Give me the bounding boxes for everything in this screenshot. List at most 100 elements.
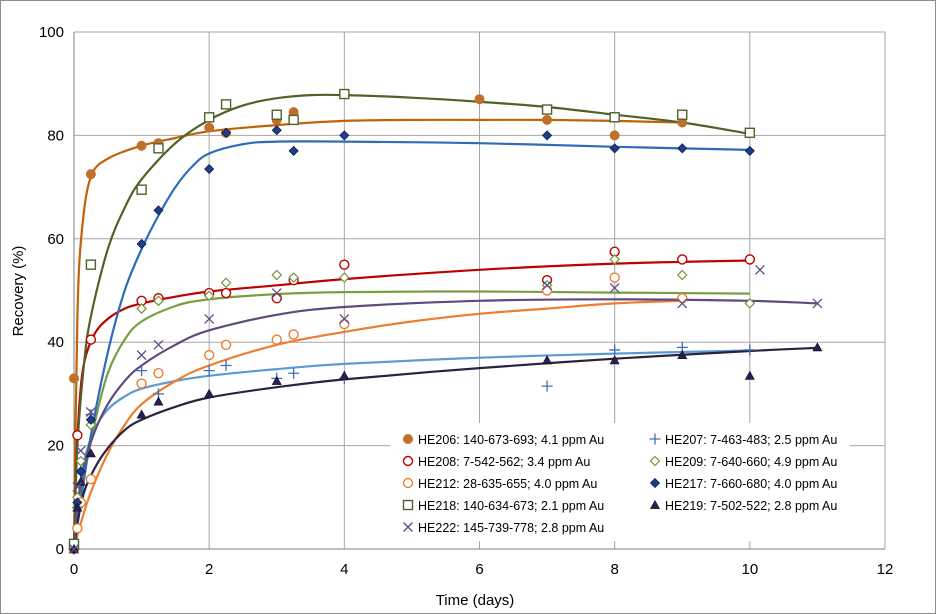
- data-point-he209: [203, 290, 215, 302]
- data-point-he209: [136, 303, 147, 314]
- y-tick-label: 40: [47, 334, 64, 351]
- data-point-he219: [153, 396, 164, 406]
- y-tick-label: 20: [47, 438, 64, 455]
- legend-box: [390, 423, 850, 541]
- data-point-he218: [220, 99, 232, 110]
- x-axis-ticks: 0 2 4 6 8 10 12: [70, 561, 894, 578]
- data-point-he209: [288, 272, 299, 283]
- data-point-he218: [271, 109, 282, 120]
- data-point-he219: [609, 355, 620, 365]
- data-point-he207: [203, 365, 215, 377]
- legend: HE206: 140-673-693; 4.1 ppm Au HE207: 7-4…: [390, 423, 850, 541]
- legend-label-he207: HE207: 7-463-483; 2.5 ppm Au: [665, 433, 837, 447]
- data-point-he206: [204, 122, 215, 133]
- data-point-he219: [542, 355, 553, 365]
- legend-marker-he217: [649, 477, 661, 489]
- data-point-he218: [541, 104, 553, 115]
- legend-label-he212: HE212: 28-635-655; 4.0 ppm Au: [418, 477, 597, 491]
- x-tick-label: 4: [340, 561, 348, 578]
- data-point-he219: [677, 350, 688, 360]
- data-point-he222: [69, 544, 79, 554]
- data-point-he212: [541, 285, 553, 296]
- y-axis-ticks: 0 20 40 60 80 100: [39, 24, 64, 558]
- data-point-he217: [220, 127, 232, 138]
- x-tick-label: 10: [741, 561, 758, 578]
- data-point-he206: [609, 130, 620, 141]
- data-point-he206: [69, 373, 79, 384]
- data-point-he219: [204, 388, 215, 398]
- x-axis-title: Time (days): [436, 592, 515, 609]
- data-point-he217: [153, 205, 164, 216]
- y-tick-label: 60: [47, 231, 64, 248]
- fit-curve-he207: [72, 349, 750, 550]
- data-point-he222: [339, 313, 350, 324]
- y-tick-label: 100: [39, 24, 64, 41]
- data-point-he222: [542, 280, 553, 291]
- data-point-he218: [744, 127, 756, 139]
- data-point-he219: [339, 370, 350, 380]
- data-point-he207: [288, 367, 300, 379]
- data-point-he222: [85, 407, 96, 417]
- data-point-he222: [812, 298, 823, 309]
- data-point-he209: [609, 254, 621, 265]
- data-point-he206: [85, 169, 96, 180]
- data-point-he218: [85, 259, 97, 270]
- y-axis-title: Recovery (%): [10, 246, 27, 337]
- legend-marker-he219: [649, 499, 661, 509]
- data-point-he207: [744, 344, 756, 356]
- data-point-he209: [75, 455, 87, 467]
- data-point-he209: [271, 269, 283, 281]
- data-point-he208: [744, 254, 756, 265]
- legend-label-he209: HE209: 7-640-660; 4.9 ppm Au: [665, 455, 837, 469]
- fit-curve-he212: [72, 299, 683, 550]
- data-point-he212: [677, 293, 688, 304]
- data-point-he212: [288, 329, 299, 340]
- data-point-he212: [72, 523, 83, 534]
- legend-label-he218: HE218: 140-634-673; 2.1 ppm Au: [418, 499, 604, 513]
- data-point-he217: [85, 414, 96, 425]
- data-point-he222: [136, 350, 147, 361]
- legend-marker-he212: [402, 477, 414, 489]
- data-point-he209: [85, 419, 97, 431]
- axes: 0 2 4 6 8 10 12 0 20 40 60 80 100: [39, 24, 893, 578]
- data-point-he212: [136, 378, 147, 389]
- x-tick-label: 2: [205, 561, 213, 578]
- data-point-he212: [220, 339, 232, 350]
- data-point-he217: [271, 125, 282, 136]
- data-point-he219: [744, 370, 755, 380]
- data-point-he208: [220, 287, 232, 299]
- data-point-he212: [609, 272, 620, 283]
- data-point-he209: [338, 272, 350, 283]
- data-point-he222: [72, 482, 83, 492]
- data-point-he218: [203, 112, 215, 123]
- fit-curve-he217: [72, 140, 750, 550]
- data-point-he212: [271, 334, 282, 345]
- x-tick-label: 6: [475, 561, 483, 578]
- data-point-he218: [677, 109, 688, 120]
- y-tick-label: 0: [56, 541, 64, 558]
- data-point-he206: [542, 114, 553, 125]
- data-point-he218: [153, 143, 164, 154]
- data-point-he209: [153, 295, 164, 307]
- data-markers: [68, 88, 823, 555]
- data-point-he207: [541, 380, 553, 392]
- data-point-he209: [220, 277, 232, 289]
- x-tick-label: 0: [70, 561, 78, 578]
- data-point-he212: [153, 368, 164, 379]
- data-point-he218: [288, 114, 299, 126]
- data-point-he219: [136, 409, 147, 419]
- data-point-he219: [72, 502, 83, 512]
- y-tick-label: 80: [47, 127, 64, 144]
- data-point-he222: [755, 264, 765, 275]
- data-point-he212: [203, 349, 215, 361]
- data-point-he222: [75, 445, 86, 456]
- data-point-he219: [85, 448, 96, 458]
- data-point-he222: [153, 339, 164, 350]
- legend-label-he222: HE222: 145-739-778; 2.8 ppm Au: [418, 521, 604, 535]
- data-point-he222: [677, 298, 688, 309]
- data-point-he218: [136, 184, 147, 195]
- data-point-he209: [744, 298, 756, 309]
- data-point-he207: [136, 365, 148, 377]
- legend-marker-he207: [649, 433, 661, 445]
- data-point-he218: [339, 88, 350, 100]
